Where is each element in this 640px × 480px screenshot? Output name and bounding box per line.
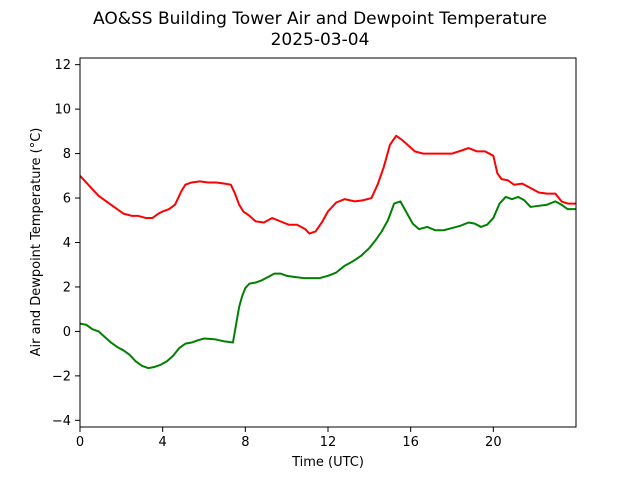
series-layer: [79, 134, 576, 370]
x-axis-ticks: 0 4 8 12 16 20: [76, 427, 502, 450]
y-axis-label: Air and Dewpoint Temperature (°C): [29, 128, 44, 357]
chart-subtitle: 2025-03-04: [271, 30, 370, 50]
chart-title: AO&SS Building Tower Air and Dewpoint Te…: [93, 9, 547, 29]
y-tick-label: 4: [63, 236, 71, 251]
series-line-1: [79, 195, 576, 370]
y-axis-ticks: −4 −2 0 2 4 6 8 10 12: [52, 58, 80, 429]
x-axis-label: Time (UTC): [291, 455, 364, 470]
x-tick-label: 0: [76, 435, 84, 450]
x-tick-label: 12: [320, 435, 337, 450]
x-tick-label: 20: [485, 435, 502, 450]
y-tick-label: 10: [54, 103, 71, 118]
y-tick-label: 6: [63, 192, 71, 207]
x-tick-label: 4: [159, 435, 167, 450]
y-tick-label: 12: [54, 58, 71, 73]
x-tick-label: 8: [241, 435, 249, 450]
y-tick-label: −4: [52, 414, 71, 429]
y-tick-label: 0: [63, 325, 71, 340]
y-tick-label: 8: [63, 147, 71, 162]
x-tick-label: 16: [402, 435, 419, 450]
series-line-0: [79, 134, 576, 235]
plot-frame: [79, 57, 577, 428]
y-tick-label: −2: [52, 369, 71, 384]
y-tick-label: 2: [63, 280, 71, 295]
